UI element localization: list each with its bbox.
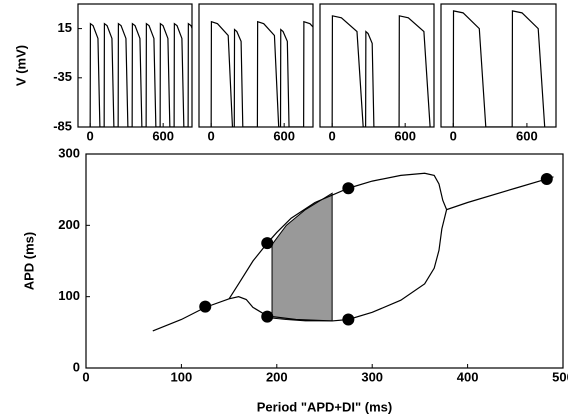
y-tick-label: -35: [53, 69, 72, 84]
plot-area: [210, 20, 313, 127]
x-tick-label: 300: [361, 369, 383, 384]
x-tick-label: 0: [87, 128, 94, 143]
y-tick-label: 100: [58, 288, 80, 303]
plot-area: [152, 172, 554, 332]
x-tick-label: 500: [552, 369, 568, 384]
data-line: [89, 22, 192, 127]
plot-area: [452, 10, 546, 127]
x-tick-label: 400: [457, 369, 479, 384]
axes-frame: [77, 3, 193, 128]
axes-frame: [440, 3, 557, 128]
data-line: [452, 10, 546, 127]
x-tick-label: 600: [516, 128, 538, 143]
data-line: [210, 20, 313, 127]
x-tick-label: 0: [208, 128, 215, 143]
x-tick-label: 600: [152, 128, 174, 143]
axes-frame: [319, 3, 435, 128]
x-tick-label: 600: [273, 128, 295, 143]
x-tick-label: 600: [394, 128, 416, 143]
x-tick-label: 0: [450, 128, 457, 143]
y-tick-label: 15: [58, 20, 72, 35]
data-line: [331, 15, 431, 127]
y-tick-label: 300: [58, 145, 80, 160]
y-axis-label: APD (ms): [21, 232, 36, 291]
data-point: [261, 237, 274, 250]
data-point: [342, 313, 355, 326]
data-point: [540, 172, 553, 185]
data-point: [261, 310, 274, 323]
x-tick-label: 0: [329, 128, 336, 143]
data-line: [228, 172, 448, 300]
y-tick-label: 200: [58, 217, 80, 232]
data-point: [342, 182, 355, 195]
x-tick-label: 200: [266, 369, 288, 384]
x-tick-label: 0: [82, 369, 89, 384]
data-point: [199, 300, 212, 313]
y-axis-label: V (mV): [13, 45, 28, 86]
data-line: [152, 176, 554, 332]
plot-area: [331, 15, 431, 127]
shaded-band: [271, 192, 333, 322]
y-tick-label: -85: [53, 118, 72, 133]
plot-area: [89, 22, 192, 127]
y-tick-label: 0: [73, 359, 80, 374]
axes-frame: [198, 3, 314, 128]
axes-frame: [85, 153, 564, 369]
x-axis-label: Period "APD+DI" (ms): [257, 399, 393, 414]
x-tick-label: 100: [171, 369, 193, 384]
